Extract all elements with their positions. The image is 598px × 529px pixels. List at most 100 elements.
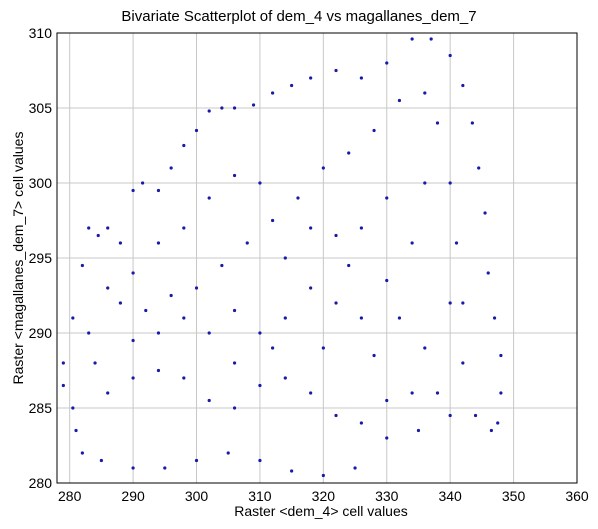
y-tick-label: 280 — [29, 475, 53, 491]
scatter-point — [220, 106, 224, 110]
scatter-point — [169, 166, 173, 170]
scatter-point — [106, 286, 110, 290]
scatter-point — [182, 226, 186, 230]
scatter-point — [454, 241, 459, 245]
scatter-point — [486, 271, 490, 275]
scatter-point — [251, 103, 256, 107]
scatter-point — [232, 173, 237, 178]
scatter-point — [334, 301, 338, 305]
scatter-point — [182, 376, 186, 380]
scatter-point — [477, 166, 481, 170]
x-tick-label: 300 — [185, 488, 209, 504]
scatter-point — [321, 473, 325, 478]
scatter-point — [397, 316, 402, 320]
scatter-point — [258, 383, 262, 388]
scatter-point — [271, 91, 275, 95]
scatter-point — [385, 436, 389, 440]
scatter-point — [359, 226, 363, 230]
scatter-point — [194, 458, 199, 463]
x-tick-label: 290 — [121, 488, 145, 504]
scatter-point — [309, 391, 313, 395]
scatter-point — [385, 398, 389, 403]
scatter-point — [385, 196, 389, 200]
scatter-point — [410, 241, 414, 245]
scatter-point — [182, 316, 186, 320]
scatter-point — [290, 83, 294, 88]
scatter-point — [156, 188, 161, 193]
scatter-point — [194, 286, 199, 290]
scatter-point — [118, 301, 123, 305]
scatter-point — [448, 413, 452, 418]
scatter-point — [61, 361, 65, 365]
scatter-point — [283, 376, 287, 380]
scatter-point — [334, 68, 338, 73]
y-tick-label: 300 — [29, 175, 53, 191]
scatter-point — [144, 308, 148, 313]
scatter-point — [372, 128, 376, 133]
y-axis-ticks: 280 285 290 295 300 305 310 — [29, 25, 53, 491]
scatter-point — [226, 451, 230, 455]
scatter-point — [283, 316, 287, 320]
scatter-point — [131, 271, 135, 275]
scatter-point — [385, 278, 389, 283]
scatter-point — [169, 293, 173, 298]
scatter-point — [232, 406, 237, 410]
scatter-point — [258, 458, 262, 463]
scatter-point — [347, 263, 351, 268]
scatter-point — [296, 196, 300, 200]
scatter-point — [461, 361, 465, 365]
scatter-point — [207, 196, 211, 200]
x-axis-label: Raster <dem_4> cell values — [234, 503, 408, 519]
scatter-point — [416, 428, 421, 433]
scatter-point — [156, 241, 161, 245]
scatter-point — [483, 211, 487, 215]
scatter-point — [106, 226, 110, 230]
scatter-point — [410, 37, 414, 41]
scatter-point — [80, 451, 84, 455]
scatter-point — [207, 109, 211, 113]
x-tick-label: 280 — [58, 488, 82, 504]
plot-area — [56, 32, 578, 484]
scatter-point — [207, 331, 211, 335]
x-tick-label: 360 — [565, 488, 589, 504]
scatter-point — [410, 391, 414, 395]
scatter-point — [489, 428, 493, 433]
scatter-point — [283, 256, 287, 260]
scatter-point — [309, 226, 313, 230]
scatter-point — [232, 308, 237, 313]
scatter-point — [309, 76, 313, 80]
scatter-point — [118, 241, 123, 245]
scatter-point — [321, 346, 325, 350]
y-tick-label: 295 — [29, 250, 53, 266]
scatter-point — [131, 466, 135, 470]
scatter-point — [71, 406, 75, 410]
scatter-point — [99, 458, 103, 463]
scatter-point — [461, 83, 465, 88]
x-tick-label: 320 — [312, 488, 336, 504]
scatter-point — [131, 188, 135, 193]
scatter-point — [334, 413, 338, 418]
scatter-point — [492, 316, 497, 320]
scatter-point — [359, 421, 363, 425]
grid-lines — [57, 32, 578, 484]
scatter-point — [499, 353, 503, 358]
scatter-point — [232, 106, 237, 110]
x-tick-label: 340 — [438, 488, 462, 504]
y-tick-label: 310 — [29, 25, 53, 41]
y-axis-label: Raster <magallanes_dem_7> cell values — [10, 131, 26, 385]
scatter-point — [290, 469, 294, 473]
scatter-point — [473, 413, 478, 418]
scatter-point — [156, 331, 161, 335]
scatter-point — [182, 143, 186, 148]
scatter-point — [245, 241, 249, 245]
x-tick-label: 350 — [502, 488, 526, 504]
scatter-point — [106, 391, 110, 395]
scatter-point — [96, 233, 100, 238]
scatter-point — [156, 368, 161, 373]
y-tick-label: 290 — [29, 325, 53, 341]
scatter-point — [385, 61, 389, 65]
scatter-point — [429, 37, 433, 41]
scatter-point — [258, 181, 262, 185]
scatter-point — [321, 166, 325, 170]
chart-title: Bivariate Scatterplot of dem_4 vs magall… — [121, 8, 477, 25]
